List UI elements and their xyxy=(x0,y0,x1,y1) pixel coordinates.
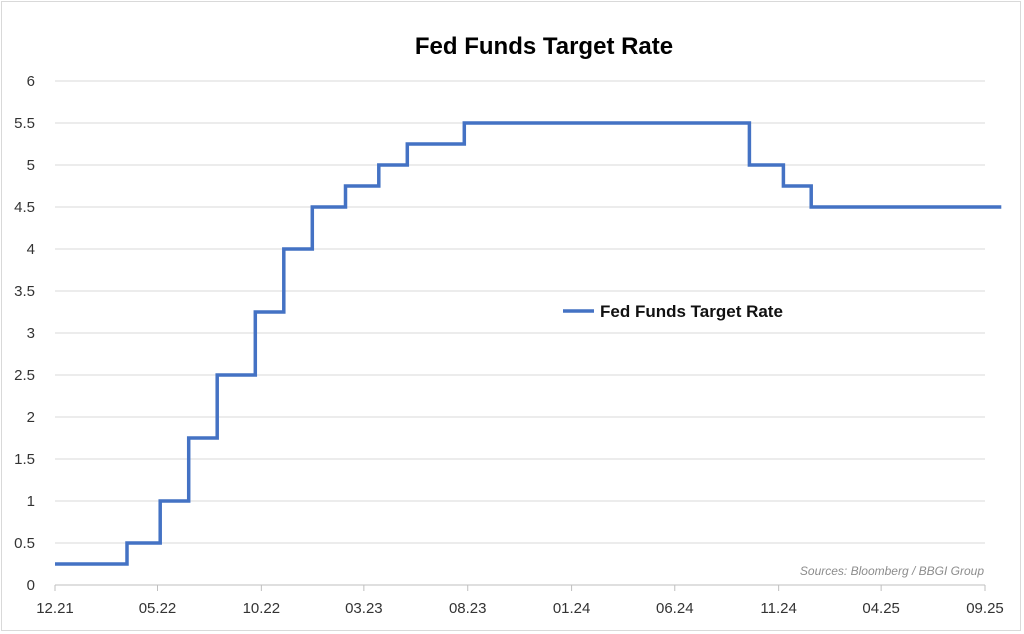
legend: Fed Funds Target Rate xyxy=(563,302,783,321)
x-tick-label: 10.22 xyxy=(243,600,281,617)
x-axis-ticks: 12.21 05.22 10.22 03.23 08.23 01.24 06.24 11.24… xyxy=(36,585,1004,617)
series-group xyxy=(55,121,1002,566)
x-tick-label: 04.25 xyxy=(862,600,900,617)
y-axis-ticks: 0 0.5 1 1.5 2 2.5 3 3.5 4 4.5 5 5.5 6 xyxy=(14,73,35,594)
gridlines xyxy=(55,80,985,544)
x-tick-label: 05.22 xyxy=(139,600,177,617)
y-tick-label: 0 xyxy=(27,577,35,594)
y-tick-label: 4 xyxy=(27,241,35,258)
y-tick-label: 1.5 xyxy=(14,451,35,468)
y-tick-label: 4.5 xyxy=(14,199,35,216)
y-tick-label: 3.5 xyxy=(14,283,35,300)
y-tick-label: 2 xyxy=(27,409,35,426)
series-line-fed-funds-target-rate xyxy=(55,121,1002,566)
y-tick-label: 2.5 xyxy=(14,367,35,384)
y-tick-label: 5 xyxy=(27,157,35,174)
x-tick-label: 03.23 xyxy=(345,600,383,617)
x-tick-label: 09.25 xyxy=(966,600,1004,617)
x-tick-label: 08.23 xyxy=(449,600,487,617)
y-tick-label: 0.5 xyxy=(14,535,35,552)
chart-title: Fed Funds Target Rate xyxy=(415,33,673,60)
y-tick-label: 3 xyxy=(27,325,35,342)
x-tick-label: 11.24 xyxy=(760,600,796,617)
x-tick-label: 01.24 xyxy=(553,600,591,617)
x-tick-label: 06.24 xyxy=(656,600,694,617)
y-tick-label: 5.5 xyxy=(14,115,35,132)
y-tick-label: 6 xyxy=(27,73,35,90)
source-note: Sources: Bloomberg / BBGI Group xyxy=(800,564,984,578)
legend-label: Fed Funds Target Rate xyxy=(600,302,783,321)
y-tick-label: 1 xyxy=(27,493,35,510)
x-tick-label: 12.21 xyxy=(36,600,74,617)
